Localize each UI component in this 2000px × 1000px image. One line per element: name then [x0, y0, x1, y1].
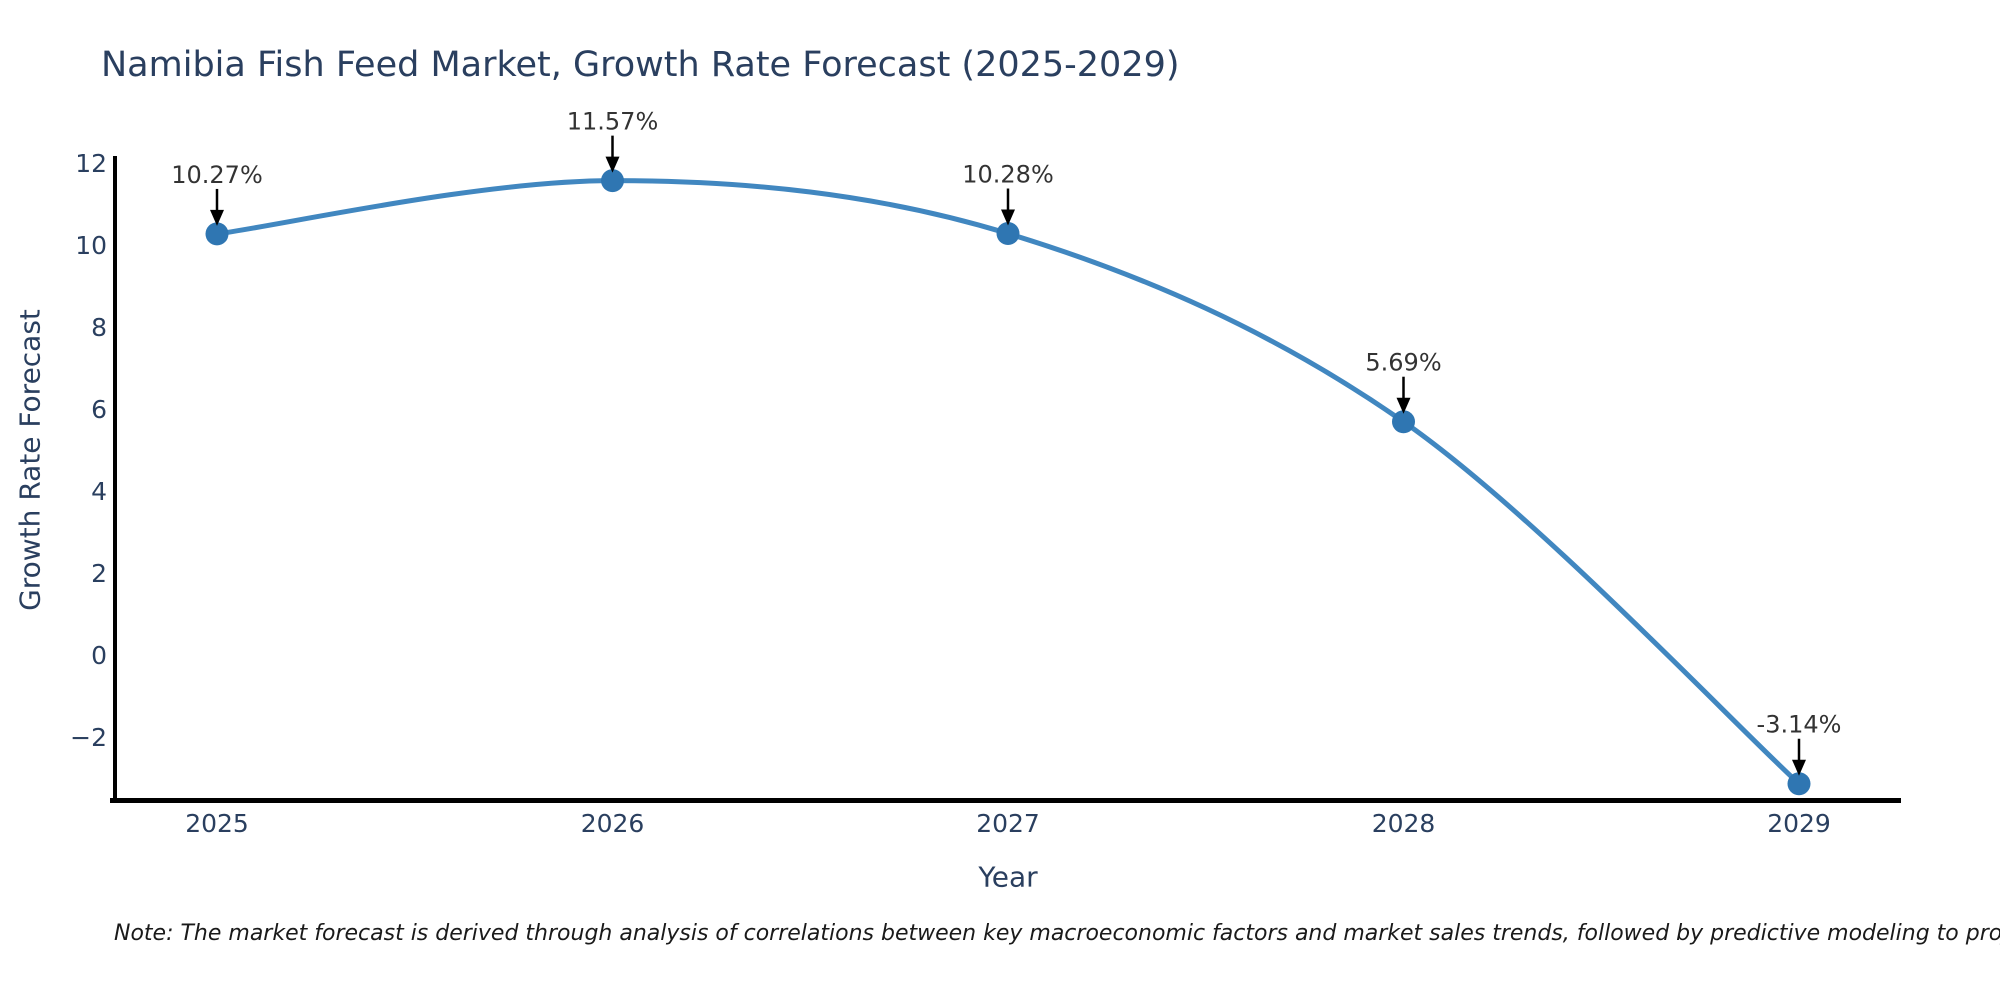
y-tick-label: 12 — [75, 149, 107, 178]
y-tick-label: 0 — [91, 641, 107, 670]
data-point-marker — [205, 222, 229, 246]
x-tick-label: 2029 — [1767, 809, 1831, 838]
y-tick-label: 6 — [91, 395, 107, 424]
y-tick-label: 8 — [91, 313, 107, 342]
x-tick-label: 2027 — [976, 809, 1040, 838]
y-tick-label: 10 — [75, 231, 107, 260]
point-value-label: 5.69% — [1365, 349, 1441, 377]
data-point-marker — [601, 169, 624, 193]
point-value-label: 10.28% — [962, 161, 1054, 189]
point-value-label: 10.27% — [171, 161, 263, 189]
annotation-arrowhead — [1792, 759, 1806, 776]
x-axis-title: Year — [978, 860, 1038, 894]
annotation-arrowhead — [1001, 209, 1015, 226]
y-tick-label: 2 — [91, 559, 107, 588]
footnote-text: Note: The market forecast is derived thr… — [114, 921, 2000, 946]
point-value-label: 11.57% — [567, 108, 659, 136]
annotation-arrowhead — [605, 156, 620, 173]
data-point-marker — [996, 222, 1020, 246]
point-value-label: -3.14% — [1757, 711, 1842, 739]
chart-title: Namibia Fish Feed Market, Growth Rate Fo… — [101, 45, 1180, 85]
annotation-arrowhead — [210, 209, 224, 226]
y-tick-label: 4 — [91, 477, 107, 506]
y-tick-label: −2 — [70, 723, 107, 752]
data-point-marker — [1787, 772, 1811, 796]
x-tick-label: 2025 — [185, 809, 249, 838]
trend-line — [214, 178, 1802, 787]
x-tick-label: 2026 — [581, 809, 645, 838]
x-tick-label: 2028 — [1372, 809, 1436, 838]
y-axis-spine — [113, 156, 117, 802]
annotation-arrowhead — [1396, 397, 1411, 414]
data-point-marker — [1392, 410, 1415, 434]
x-axis-spine — [110, 798, 1901, 803]
